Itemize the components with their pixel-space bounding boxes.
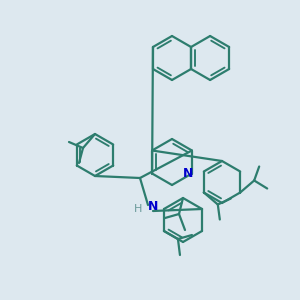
Text: N: N — [148, 200, 158, 214]
Text: H: H — [134, 204, 142, 214]
Text: N: N — [183, 167, 193, 180]
